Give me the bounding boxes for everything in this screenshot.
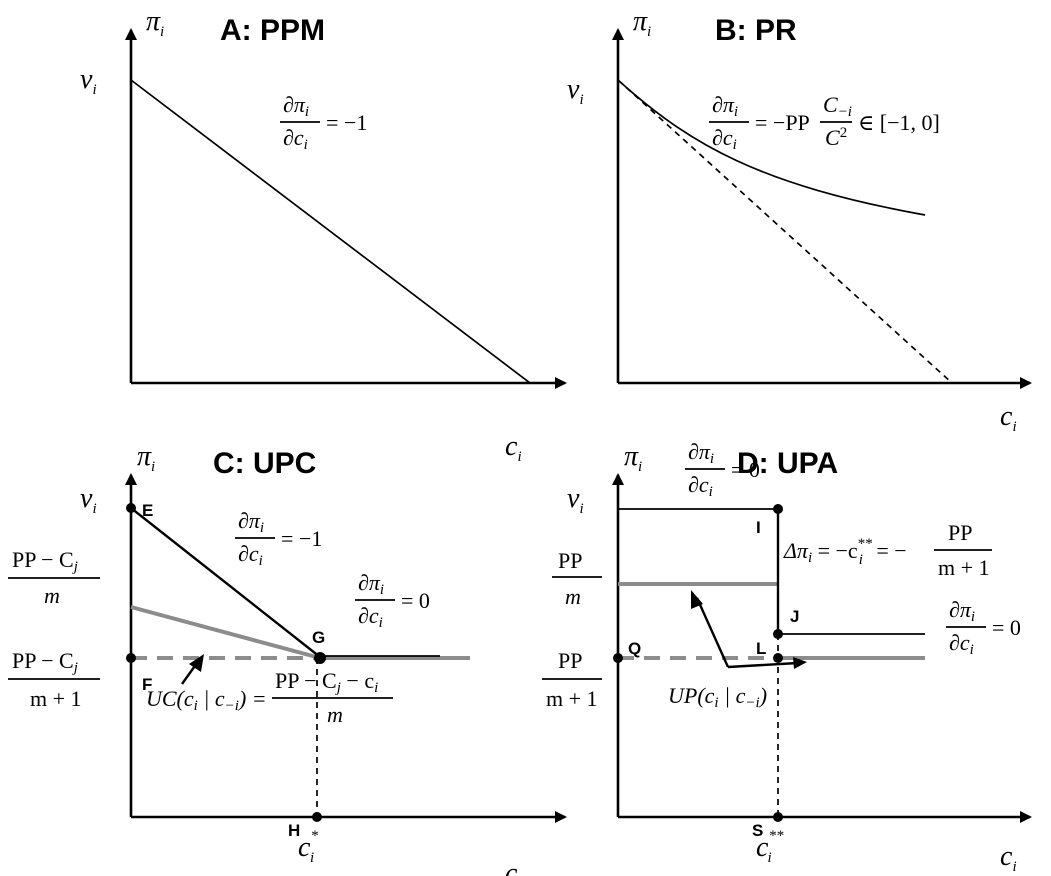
svg-text:C−i: C−i: [823, 92, 852, 120]
panel-d-point-i: I: [756, 518, 761, 537]
svg-text:∈ [−1, 0]: ∈ [−1, 0]: [858, 110, 940, 135]
panel-a-y-label: πi: [146, 6, 164, 40]
panel-a-title: A: PPM: [220, 14, 325, 47]
panel-d-up-label: UP(ci | c−i): [668, 683, 767, 711]
svg-text:m: m: [44, 583, 60, 608]
panel-d-point-q: Q: [628, 639, 641, 658]
svg-text:∂ci: ∂ci: [712, 125, 737, 153]
panel-c: C: UPC πi vi ci E F G H ∂πi ∂ci = −1 ∂πi: [8, 441, 567, 876]
panel-d-point-l: L: [756, 639, 766, 658]
svg-text:m: m: [565, 584, 581, 609]
panel-b-x-label: ci: [1000, 401, 1017, 435]
panel-d-derivative-top: ∂πi ∂ci = 0: [685, 439, 760, 500]
panel-a-v-label: vi: [80, 64, 97, 98]
panel-c-x-label: ci: [505, 858, 522, 876]
panel-d-delta-label: Δπi = −c** i = − PP m + 1: [783, 520, 992, 580]
panel-a-payoff-line: [130, 79, 531, 384]
panel-d-c-2star-label: c** i: [756, 828, 784, 866]
svg-text:C2: C2: [825, 125, 847, 150]
panel-d-point-s-marker: [773, 812, 783, 822]
svg-text:∂ci: ∂ci: [688, 472, 713, 500]
panel-a-derivative-label: ∂πi ∂ci = −1: [280, 92, 367, 153]
svg-text:m + 1: m + 1: [938, 555, 990, 580]
panel-c-point-g-marker: [314, 652, 326, 664]
panel-c-y-label: πi: [137, 441, 155, 475]
svg-text:= 0: = 0: [992, 615, 1021, 640]
svg-text:∂πi: ∂πi: [712, 92, 738, 120]
svg-text:PP − Cj − ci: PP − Cj − ci: [275, 668, 378, 696]
svg-text:m + 1: m + 1: [30, 686, 82, 711]
panel-d-point-j-marker: [773, 629, 783, 639]
svg-text:∂ci: ∂ci: [238, 541, 263, 569]
svg-text:= 0: = 0: [401, 588, 430, 613]
panel-a-x-label: ci: [505, 431, 522, 465]
panel-c-v-label: vi: [80, 483, 97, 517]
svg-text:∂πi: ∂πi: [283, 92, 309, 120]
svg-text:m: m: [327, 702, 343, 727]
panel-c-point-f: F: [142, 675, 152, 694]
panel-c-point-e: E: [142, 501, 153, 520]
panel-d-pointer-line-1: [695, 597, 730, 668]
panel-d-pointer-arrowhead-1: [691, 590, 703, 609]
panel-d: D: UPA πi vi ci I J Q L S ∂πi ∂ci = 0: [542, 439, 1032, 875]
panel-b-reference-dashed-line: [617, 79, 953, 384]
svg-text:∂ci: ∂ci: [949, 630, 974, 658]
panel-c-derivative-1: ∂πi ∂ci = −1: [235, 508, 322, 569]
svg-text:= −PP: = −PP: [755, 110, 810, 135]
svg-text:∂ci: ∂ci: [358, 603, 383, 631]
panel-d-y-label: πi: [624, 441, 642, 475]
panel-c-label-low: PP − Cj m + 1: [8, 648, 100, 711]
panel-c-point-f-marker: [126, 653, 136, 663]
panel-d-pointer-line-2: [727, 661, 799, 669]
panel-b-v-label: vi: [567, 74, 584, 108]
svg-text:Δπi = −c**i = −: Δπi = −c** i = −: [783, 536, 907, 568]
svg-text:PP: PP: [558, 548, 582, 573]
svg-text:∂πi: ∂πi: [238, 508, 264, 536]
panel-c-payoff-line: [130, 507, 321, 658]
panel-b: B: PR πi vi ci ∂πi ∂ci = −PP C−i C2 ∈ [−…: [567, 6, 1032, 435]
panel-b-derivative-label: ∂πi ∂ci = −PP C−i C2 ∈ [−1, 0]: [709, 92, 940, 153]
panel-d-point-q-marker: [613, 653, 623, 663]
panel-b-payoff-curve: [617, 79, 926, 216]
panel-d-derivative-right: ∂πi ∂ci = 0: [946, 597, 1021, 658]
panel-d-point-s: S: [752, 821, 763, 840]
panel-d-label-low: PP m + 1: [542, 648, 602, 711]
panel-c-label-high: PP − Cj m: [8, 547, 100, 608]
panel-c-point-e-marker: [126, 503, 136, 513]
svg-text:= 0: = 0: [731, 457, 760, 482]
svg-text:= −1: = −1: [326, 110, 367, 135]
panel-c-uc-gray-line: [130, 605, 321, 660]
svg-text:m + 1: m + 1: [546, 686, 598, 711]
panel-c-point-h-marker: [312, 812, 322, 822]
panel-d-point-l-marker: [773, 653, 783, 663]
panel-c-uc-label: UC(ci | c−i) = PP − Cj − ci m: [146, 668, 393, 727]
panel-d-pointer-arrowhead-2: [793, 657, 807, 669]
panel-c-point-g: G: [312, 628, 325, 647]
panel-d-v-label: vi: [567, 483, 584, 517]
panel-c-pointer-arrowhead: [189, 654, 204, 672]
svg-text:∂πi: ∂πi: [949, 597, 975, 625]
panel-d-point-i-marker: [773, 504, 783, 514]
panel-b-y-label: πi: [633, 6, 651, 40]
panel-c-c-star-label: c* i: [298, 828, 318, 866]
svg-text:UC(ci | c−i) =: UC(ci | c−i) =: [146, 686, 267, 714]
panel-c-point-h: H: [288, 821, 300, 840]
svg-text:PP − Cj: PP − Cj: [12, 547, 78, 575]
svg-text:PP − Cj: PP − Cj: [12, 648, 78, 676]
svg-text:PP: PP: [948, 520, 972, 545]
svg-text:∂πi: ∂πi: [358, 570, 384, 598]
svg-text:PP: PP: [558, 648, 582, 673]
panel-b-title: B: PR: [715, 14, 797, 47]
panel-d-point-j: J: [790, 607, 799, 626]
panel-d-x-label: ci: [1000, 841, 1017, 875]
panel-c-title: C: UPC: [213, 447, 316, 480]
svg-text:∂ci: ∂ci: [283, 125, 308, 153]
svg-text:= −1: = −1: [281, 526, 322, 551]
panel-c-derivative-2: ∂πi ∂ci = 0: [355, 570, 430, 631]
svg-text:∂πi: ∂πi: [688, 439, 714, 467]
panel-d-title: D: UPA: [737, 447, 838, 480]
panel-a: A: PPM πi vi ci ∂πi ∂ci = −1: [80, 6, 567, 465]
panel-d-label-high: PP m: [552, 548, 602, 609]
